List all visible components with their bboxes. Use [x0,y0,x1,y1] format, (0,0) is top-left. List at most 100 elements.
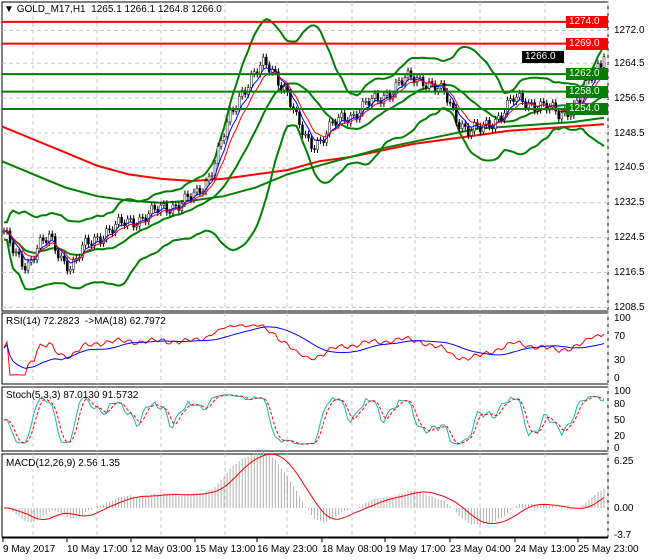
candle-body [352,113,355,116]
candle-body [47,233,51,243]
chart-title: ▼ GOLD_M17,H1 1265.1 1266.1 1264.8 1266.… [4,4,222,15]
candle-body [11,242,15,254]
candle-body [262,56,265,66]
candle-body [240,90,244,97]
stoch-main-line [3,394,604,445]
candle-body [141,216,144,219]
candle-body [295,109,298,113]
collapse-triangle-icon[interactable]: ▼ [4,4,17,15]
candle-body [491,126,494,130]
candle-body [521,93,524,102]
symbol-timeframe: GOLD_M17,H1 [16,4,86,15]
bollinger-lower [3,106,605,291]
candle-body [150,205,153,215]
time-label: 9 May 2017 [3,544,56,555]
time-label: 24 May 13:00 [515,544,576,555]
candle-body [87,237,90,245]
candle-body [277,71,280,86]
price-tick: 1256.5 [614,92,645,104]
bollinger-mid [3,82,605,256]
candle-body [162,203,166,206]
candle-body [536,110,539,112]
candle-body [500,115,503,121]
rsi-ma-line [3,326,605,369]
ohlc-values: 1265.1 1266.1 1264.8 1266.0 [91,4,222,15]
candle-body [44,240,48,243]
candle-body [174,204,178,207]
candle-body [479,125,482,133]
stoch-panel [1,386,609,452]
candle-body [265,56,268,66]
candle-body [111,229,114,234]
candle-body [458,122,461,129]
candle-body [66,260,69,272]
stoch-tick: 80 [614,399,626,410]
candle-body [569,115,573,117]
candle-body [69,269,72,272]
price-tick: 1216.5 [614,267,645,279]
time-label: 23 May 04:00 [450,544,511,555]
candle-body [599,63,603,68]
candle-body [310,137,313,149]
stoch-tick: 0 [614,443,620,454]
candle-body [424,85,428,89]
candle-body [90,243,93,246]
candle-body [361,101,365,114]
stoch-tick: 100 [614,386,631,397]
fast-ma-line [3,67,605,264]
candle-body [533,102,536,112]
candle-body [461,123,464,129]
candle-body [557,110,561,120]
macd-tick: 0.00 [614,502,634,514]
candle-body [364,100,368,103]
candle-body [99,236,102,244]
candle-body [153,205,157,210]
candle-body [400,80,404,85]
candle-body [376,93,380,101]
level-label: 1254.0 [566,103,608,116]
level-label: 1258.0 [566,85,608,98]
candle-body [93,236,96,246]
level-label: 1262.0 [566,68,608,81]
macd-title: MACD(12,26,9) 2.56 1.35 [6,458,120,469]
macd-tick: 6.25 [614,456,634,468]
time-label: 18 May 08:00 [322,544,383,555]
time-label: 15 May 13:00 [195,544,256,555]
candle-body [216,145,220,164]
candle-body [448,101,452,104]
candle-body [60,255,63,259]
price-tick: 1232.5 [614,197,645,209]
candle-body [340,112,343,118]
candle-body [316,140,319,150]
price-tick: 1272.0 [614,25,645,37]
candle-body [231,109,235,112]
candle-body [488,120,491,128]
main-panel [1,1,609,312]
candle-body [304,133,307,136]
candle-body [367,100,371,106]
slow-ma-line [1,123,605,183]
candle-body [518,93,521,98]
candle-body [228,109,232,123]
level-label: 1269.0 [566,37,608,50]
price-tick: 1240.5 [614,162,645,174]
mid-ma-line [1,116,605,204]
candle-body [373,93,377,99]
candle-body [72,259,75,270]
candle-body [385,92,389,96]
candle-body [96,236,99,239]
price-tick: 1248.5 [614,127,645,139]
time-label: 12 May 03:00 [131,544,192,555]
candle-body [26,261,30,271]
candle-body [105,228,108,240]
candle-body [50,233,54,237]
rsi-tick: 70 [614,330,626,342]
candle-body [225,121,229,137]
candle-body [63,255,66,262]
candle-body [307,133,310,139]
candle-body [117,217,120,225]
candle-body [515,96,518,102]
candle-body [237,95,241,110]
time-label: 25 May 23:00 [578,544,639,555]
